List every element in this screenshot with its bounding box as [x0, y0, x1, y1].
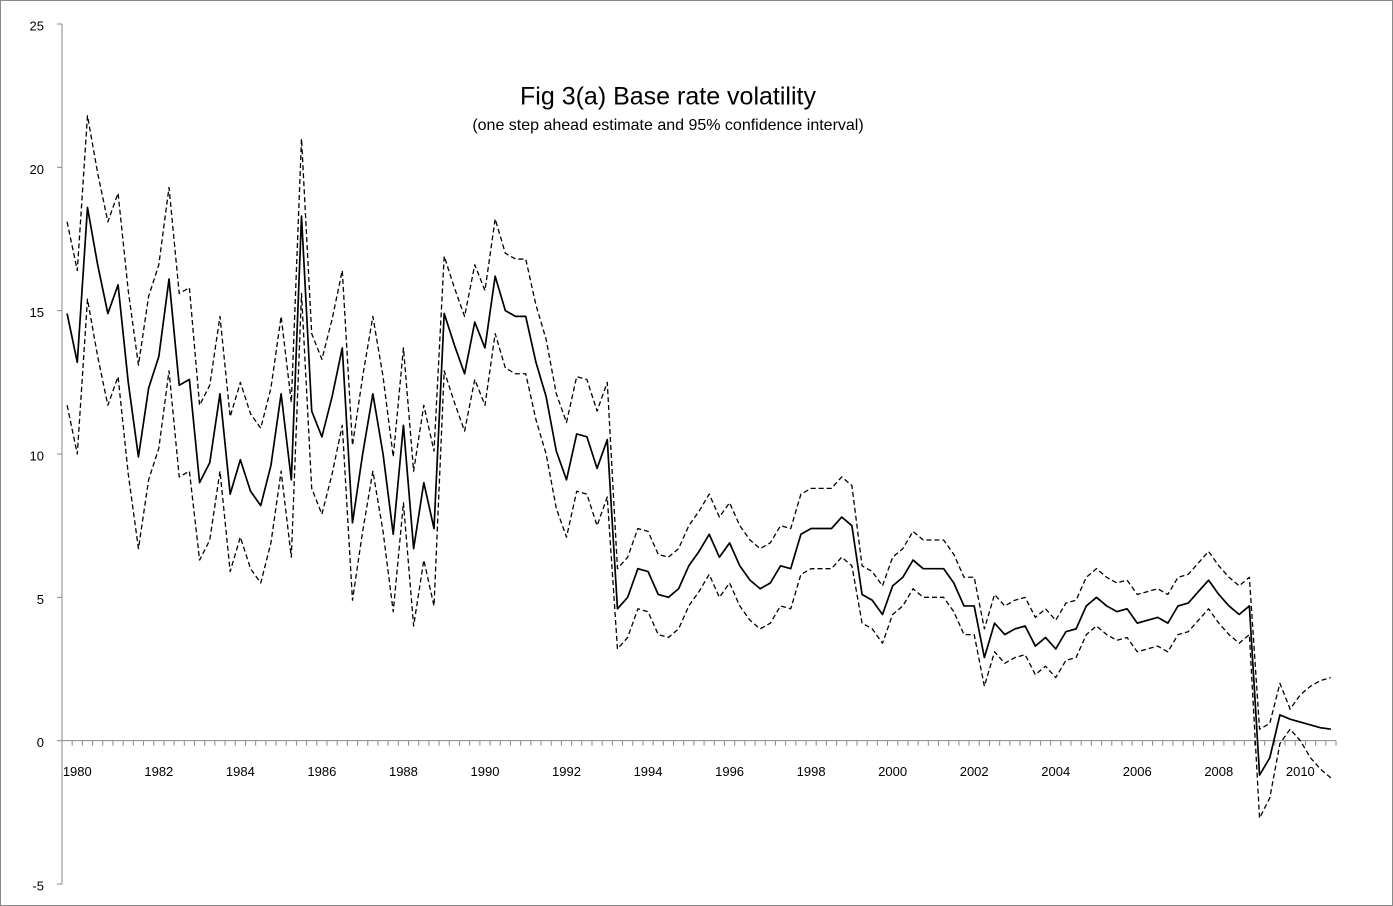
x-tick-label: 1992: [552, 764, 581, 779]
x-tick-label: 2000: [878, 764, 907, 779]
estimate-line: [66, 206, 1332, 776]
x-tick-label: 2008: [1204, 764, 1233, 779]
y-tick-label: 15: [30, 305, 44, 320]
x-tick-label: 1998: [797, 764, 826, 779]
x-tick-label: 1984: [226, 764, 255, 779]
y-tick-label: 5: [37, 592, 44, 607]
confidence-line: [66, 292, 1332, 819]
x-tick-label: 1990: [471, 764, 500, 779]
x-tick-label: 1988: [389, 764, 418, 779]
y-tick-label: 20: [30, 162, 44, 177]
y-tick-label: -5: [32, 878, 44, 893]
x-tick-label: 1986: [307, 764, 336, 779]
x-tick-label: 1980: [63, 764, 92, 779]
x-tick-label: 1996: [715, 764, 744, 779]
confidence-line: [66, 115, 1332, 730]
x-tick-label: 2010: [1286, 764, 1315, 779]
x-tick-label: 2006: [1123, 764, 1152, 779]
x-tick-label: 1982: [144, 764, 173, 779]
y-tick-label: 25: [30, 18, 44, 33]
x-tick-label: 2002: [960, 764, 989, 779]
y-tick-label: 10: [30, 448, 44, 463]
chart-title: Fig 3(a) Base rate volatility: [520, 83, 816, 111]
y-tick-label: 0: [37, 735, 44, 750]
chart-subtitle: (one step ahead estimate and 95% confide…: [472, 117, 863, 134]
x-tick-label: 1994: [634, 764, 663, 779]
x-tick-label: 2004: [1041, 764, 1070, 779]
